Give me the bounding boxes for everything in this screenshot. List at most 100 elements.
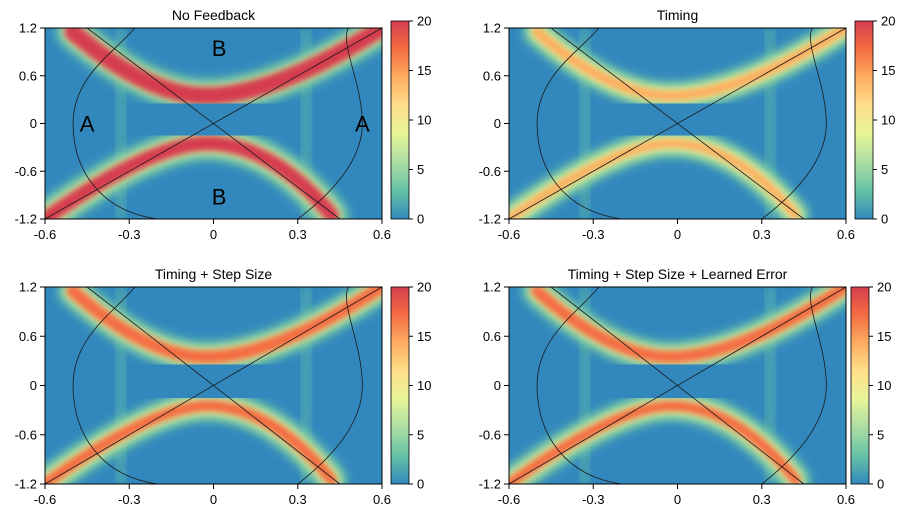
colorbar [390, 286, 410, 485]
diagonal-line-up [45, 28, 382, 219]
panel-title: Timing [657, 7, 699, 23]
colorbar-tick-label: 20 [877, 280, 891, 295]
colorbar-tick-label: 15 [417, 329, 431, 344]
x-tick-label: -0.3 [118, 492, 140, 507]
side-band [115, 28, 126, 219]
panel-1: No Feedback-0.6 -0.3 0 0.3 0.61.20.60-0.6-1.… [15, 7, 432, 242]
colorbar [390, 20, 410, 220]
x-tick-label: -0.6 [34, 227, 56, 242]
side-band [579, 287, 590, 484]
y-tick-label: -0.6 [479, 427, 501, 442]
x-tick-label: 0 [210, 227, 217, 242]
panel-4: Timing + Step Size + Learned Error -0.6 -0… [479, 266, 892, 507]
x-tick-label: 0.6 [373, 492, 391, 507]
x-tick-label: 0 [210, 492, 217, 507]
colorbar-tick-label: 5 [417, 162, 424, 177]
x-tick-label: 0.3 [289, 227, 307, 242]
colorbar-tick-label: 20 [417, 280, 431, 295]
y-tick-label: -0.6 [15, 164, 37, 179]
panel-title: Timing + Step Size [155, 266, 273, 282]
heat-bands [509, 287, 846, 484]
lower-band-core [509, 138, 800, 219]
colorbar-tick-label: 20 [417, 14, 431, 29]
side-band [115, 287, 126, 484]
y-tick-label: -1.2 [479, 477, 501, 492]
colorbar-tick-label: 10 [881, 113, 895, 128]
x-tick-label: -0.3 [118, 227, 140, 242]
heat-bands [45, 287, 382, 484]
panel-title: Timing + Step Size + Learned Error [568, 266, 788, 282]
colorbar-tick-label: 10 [417, 113, 431, 128]
colorbar-tick-label: 0 [417, 212, 424, 227]
colorbar-tick-label: 20 [881, 14, 895, 29]
y-tick-label: 0 [30, 378, 37, 393]
heat-bands [509, 28, 846, 219]
y-tick-label: -1.2 [479, 212, 501, 227]
y-tick-label: 1.2 [483, 280, 501, 295]
colorbar-tick-label: 10 [877, 378, 891, 393]
contour-line [72, 287, 363, 484]
y-tick-label: 0.6 [19, 329, 37, 344]
y-tick-label: 0 [494, 378, 501, 393]
x-tick-label: 0 [674, 492, 681, 507]
y-tick-label: 1.2 [19, 280, 37, 295]
x-tick-label: 0.3 [753, 492, 771, 507]
y-tick-label: 1.2 [19, 21, 37, 36]
region-annotation: A [80, 112, 95, 137]
x-tick-label: -0.3 [582, 492, 604, 507]
region-annotation: B [212, 36, 227, 61]
x-tick-label: 0.3 [289, 492, 307, 507]
colorbar-tick-label: 15 [877, 329, 891, 344]
side-band [765, 287, 776, 484]
x-tick-label: 0.6 [837, 492, 855, 507]
y-tick-label: -0.6 [479, 164, 501, 179]
diagonal-line-up [509, 287, 846, 484]
side-band [579, 28, 590, 219]
colorbar-tick-label: 5 [877, 427, 884, 442]
x-tick-label: 0.3 [753, 227, 771, 242]
panel-3: Timing + Step Size -0.6 -0.3 0 0.3 0.6 1.2 0.6 0… [15, 266, 432, 507]
y-tick-label: -1.2 [15, 212, 37, 227]
y-tick-label: 0.6 [483, 329, 501, 344]
x-tick-label: -0.6 [498, 227, 520, 242]
lower-band-core [509, 400, 801, 484]
colorbar-tick-label: 0 [877, 477, 884, 492]
x-tick-label: 0.6 [373, 227, 391, 242]
diagonal-line-up [509, 28, 846, 219]
colorbar-tick-label: 15 [881, 63, 895, 78]
colorbar [854, 20, 874, 220]
x-tick-label: 0 [674, 227, 681, 242]
colorbar-tick-label: 0 [417, 477, 424, 492]
contour-line [536, 287, 827, 484]
y-tick-label: 0.6 [483, 68, 501, 83]
contour-line [536, 28, 827, 219]
side-band [301, 28, 312, 219]
side-band [301, 287, 312, 484]
x-tick-label: -0.3 [582, 227, 604, 242]
y-tick-label: -0.6 [15, 427, 37, 442]
x-tick-label: 0.6 [837, 227, 855, 242]
y-tick-label: -1.2 [15, 477, 37, 492]
colorbar [850, 286, 870, 485]
colorbar-tick-label: 15 [417, 63, 431, 78]
y-tick-label: 1.2 [483, 21, 501, 36]
x-tick-label: -0.6 [34, 492, 56, 507]
region-annotation: B [212, 185, 227, 210]
lower-band-core [45, 135, 340, 219]
colorbar-tick-label: 5 [417, 427, 424, 442]
colorbar-tick-label: 10 [417, 378, 431, 393]
panel-2: Timing-0.6 -0.3 0 0.3 0.61.20.60-0.6-1.22015… [479, 7, 896, 242]
region-annotation: A [355, 112, 370, 137]
heat-bands [45, 28, 382, 219]
y-tick-label: 0.6 [19, 68, 37, 83]
lower-band-core [45, 400, 338, 484]
contour-line [72, 28, 363, 219]
colorbar-tick-label: 5 [881, 162, 888, 177]
side-band [765, 28, 776, 219]
colorbar-tick-label: 0 [881, 212, 888, 227]
diagonal-line-up [45, 287, 382, 484]
y-tick-label: 0 [494, 116, 501, 131]
panel-title: No Feedback [172, 7, 256, 23]
y-tick-label: 0 [30, 116, 37, 131]
